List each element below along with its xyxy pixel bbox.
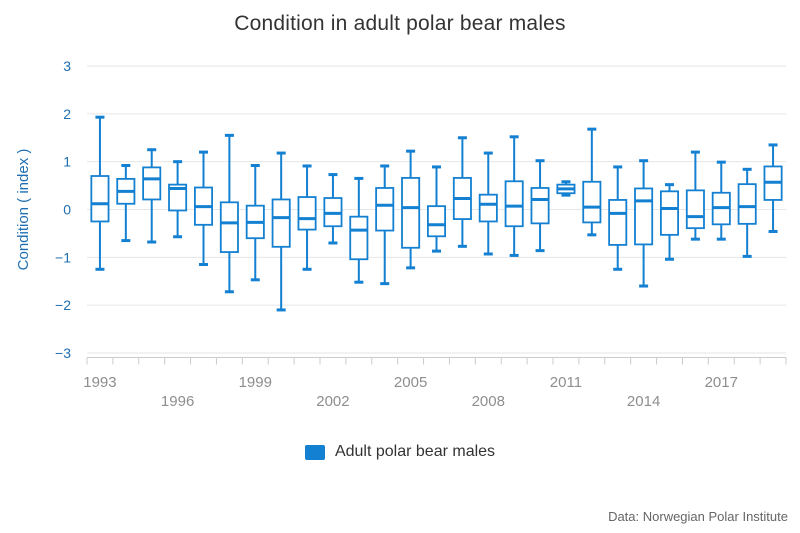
box-body xyxy=(375,187,395,232)
box-2006[interactable] xyxy=(426,165,446,253)
y-tick-label: −3 xyxy=(55,345,71,361)
box-2011[interactable] xyxy=(556,180,576,197)
box-2015[interactable] xyxy=(660,183,680,261)
box-1997[interactable] xyxy=(193,150,213,267)
box-2018[interactable] xyxy=(737,167,757,258)
box-2013[interactable] xyxy=(608,165,628,271)
x-tick-label: 2005 xyxy=(394,374,427,391)
box-body xyxy=(168,183,188,212)
y-tick-label: 2 xyxy=(63,106,71,122)
legend-label: Adult polar bear males xyxy=(334,443,496,460)
box-1996[interactable] xyxy=(168,160,188,239)
box-body xyxy=(504,180,524,228)
legend-item[interactable]: Adult polar bear males xyxy=(0,443,800,461)
box-2009[interactable] xyxy=(504,135,524,257)
box-body xyxy=(530,187,550,225)
x-tick-label: 1996 xyxy=(161,393,194,410)
box-body xyxy=(349,215,369,261)
y-tick-label: 0 xyxy=(63,202,71,218)
x-tick-label: 2017 xyxy=(705,374,738,391)
box-2008[interactable] xyxy=(478,151,498,256)
box-body xyxy=(401,177,421,249)
box-1994[interactable] xyxy=(116,163,136,243)
y-tick-label: −1 xyxy=(55,249,71,265)
box-body xyxy=(737,183,757,225)
box-2017[interactable] xyxy=(711,160,731,241)
box-2019[interactable] xyxy=(763,143,783,234)
box-body xyxy=(634,187,654,246)
box-2003[interactable] xyxy=(349,176,369,284)
box-body xyxy=(582,180,602,224)
y-tick-label: 1 xyxy=(63,154,71,170)
box-2002[interactable] xyxy=(323,173,343,245)
box-body xyxy=(219,201,239,253)
box-2004[interactable] xyxy=(375,164,395,286)
credits-link[interactable]: Data: Norwegian Polar Institute xyxy=(608,509,788,524)
box-body xyxy=(271,198,291,248)
box-body xyxy=(90,175,110,223)
legend-swatch-icon xyxy=(304,444,325,460)
box-body xyxy=(297,196,317,231)
box-body xyxy=(660,190,680,236)
box-body xyxy=(685,189,705,230)
box-2001[interactable] xyxy=(297,164,317,271)
box-2012[interactable] xyxy=(582,127,602,237)
box-1993[interactable] xyxy=(90,115,110,271)
box-1995[interactable] xyxy=(142,148,162,244)
x-tick-label: 1999 xyxy=(239,374,272,391)
x-tick-label: 1993 xyxy=(83,374,116,391)
box-2010[interactable] xyxy=(530,159,550,253)
box-1998[interactable] xyxy=(219,133,239,294)
chart-title: Condition in adult polar bear males xyxy=(234,12,566,35)
x-tick-label: 2002 xyxy=(316,393,349,410)
y-tick-label: 3 xyxy=(63,58,71,74)
box-body xyxy=(608,199,628,246)
box-1999[interactable] xyxy=(245,163,265,282)
box-2007[interactable] xyxy=(452,136,472,248)
box-body xyxy=(142,166,162,201)
x-tick-label: 2011 xyxy=(550,374,582,391)
box-2016[interactable] xyxy=(685,150,705,241)
y-axis-title: Condition ( index ) xyxy=(15,149,32,271)
x-tick-label: 2008 xyxy=(472,393,505,410)
box-body xyxy=(478,193,498,223)
boxplot-chart: 3 2 1 0 −1 −2 −3 Condition ( index ) 1993 1996 199… xyxy=(15,58,787,410)
box-2014[interactable] xyxy=(634,159,654,288)
y-tick-label: −2 xyxy=(55,297,71,313)
box-2000[interactable] xyxy=(271,151,291,312)
x-tick-label: 2014 xyxy=(627,393,660,410)
box-2005[interactable] xyxy=(401,149,421,270)
box-body xyxy=(426,205,446,238)
